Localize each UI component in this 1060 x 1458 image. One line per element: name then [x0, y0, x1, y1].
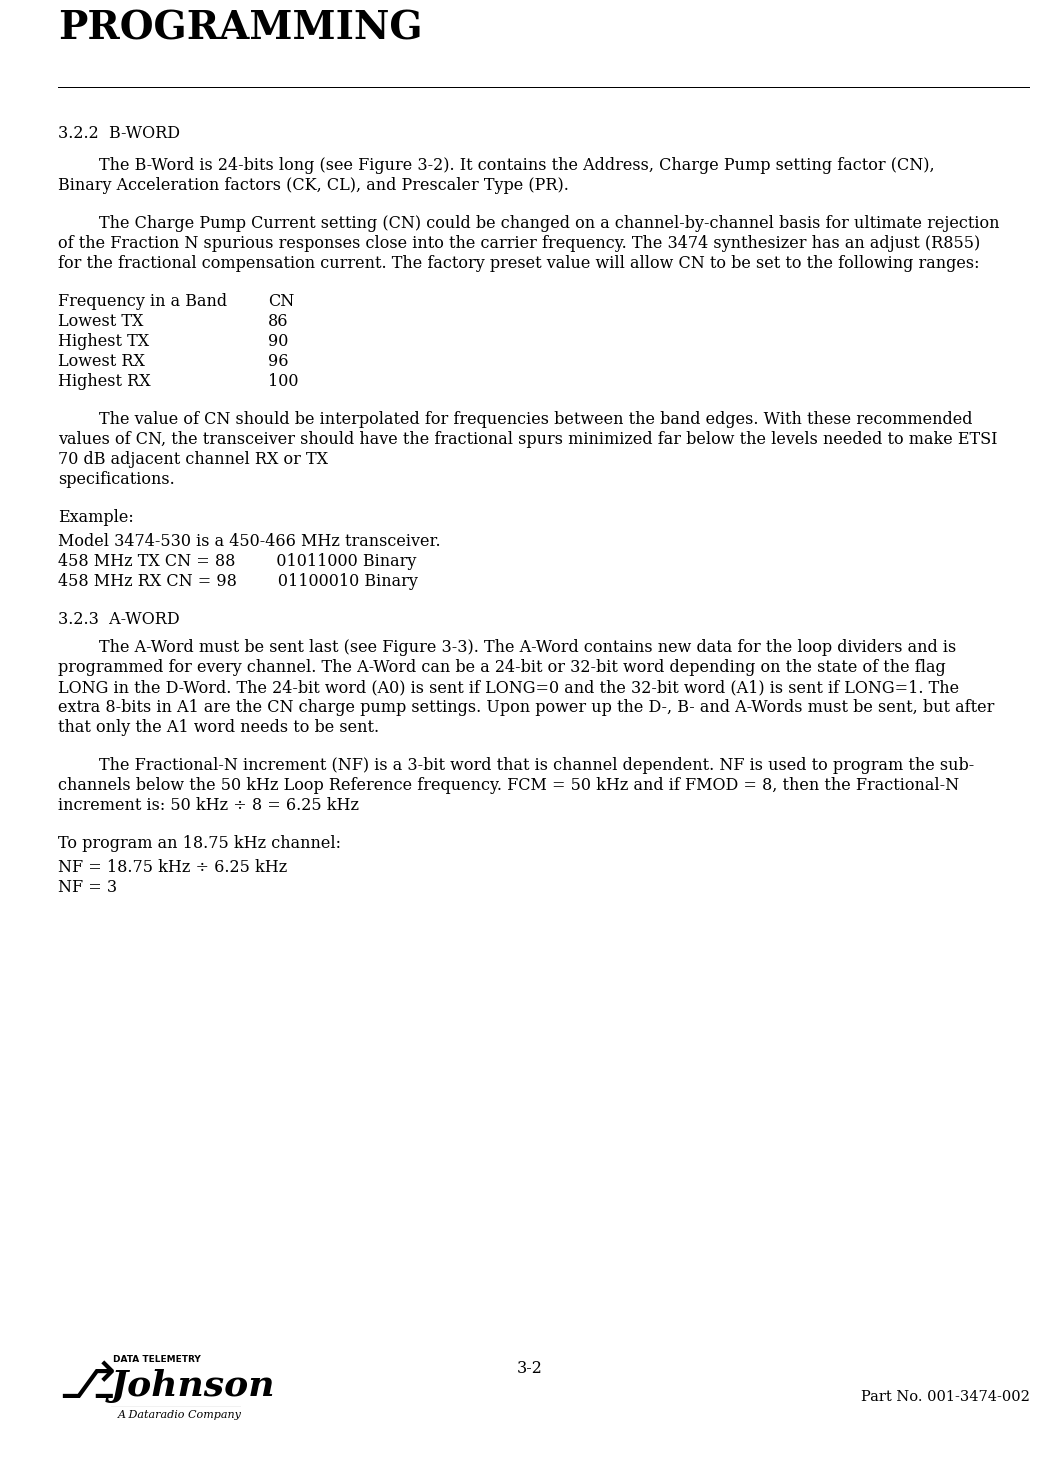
Text: that only the A1 word needs to be sent.: that only the A1 word needs to be sent.	[58, 719, 379, 736]
Text: 86: 86	[268, 313, 288, 330]
Text: of the Fraction N spurious responses close into the carrier frequency. The 3474 : of the Fraction N spurious responses clo…	[58, 235, 980, 252]
Text: Johnson: Johnson	[111, 1369, 276, 1403]
Text: Highest RX: Highest RX	[58, 373, 151, 389]
Text: Part No. 001-3474-002: Part No. 001-3474-002	[861, 1389, 1030, 1404]
Text: A Dataradio Company: A Dataradio Company	[118, 1410, 242, 1420]
Text: 100: 100	[268, 373, 299, 389]
Text: 458 MHz TX CN = 88        01011000 Binary: 458 MHz TX CN = 88 01011000 Binary	[58, 553, 417, 570]
Text: ⎇: ⎇	[58, 1360, 116, 1408]
Text: 70 dB adjacent channel RX or TX: 70 dB adjacent channel RX or TX	[58, 451, 328, 468]
Text: Highest TX: Highest TX	[58, 332, 149, 350]
Text: LONG in the D-Word. The 24-bit word (A0) is sent if LONG=0 and the 32-bit word (: LONG in the D-Word. The 24-bit word (A0)…	[58, 679, 959, 695]
Text: 96: 96	[268, 353, 288, 370]
Text: Lowest RX: Lowest RX	[58, 353, 145, 370]
Text: NF = 18.75 kHz ÷ 6.25 kHz: NF = 18.75 kHz ÷ 6.25 kHz	[58, 859, 287, 876]
Text: Binary Acceleration factors (CK, CL), and Prescaler Type (PR).: Binary Acceleration factors (CK, CL), an…	[58, 176, 569, 194]
Text: Frequency in a Band: Frequency in a Band	[58, 293, 227, 311]
Text: Example:: Example:	[58, 509, 134, 526]
Text: The B-Word is 24-bits long (see Figure 3-2). It contains the Address, Charge Pum: The B-Word is 24-bits long (see Figure 3…	[58, 157, 935, 174]
Text: The A-Word must be sent last (see Figure 3-3). The A-Word contains new data for : The A-Word must be sent last (see Figure…	[58, 639, 956, 656]
Text: 458 MHz RX CN = 98        01100010 Binary: 458 MHz RX CN = 98 01100010 Binary	[58, 573, 418, 590]
Text: 3-2: 3-2	[517, 1360, 543, 1376]
Text: values of CN, the transceiver should have the fractional spurs minimized far bel: values of CN, the transceiver should hav…	[58, 432, 997, 448]
Text: 3.2.2  B-WORD: 3.2.2 B-WORD	[58, 125, 180, 141]
Text: increment is: 50 kHz ÷ 8 = 6.25 kHz: increment is: 50 kHz ÷ 8 = 6.25 kHz	[58, 798, 359, 814]
Text: CN: CN	[268, 293, 295, 311]
Text: PROGRAMMING: PROGRAMMING	[58, 10, 423, 48]
Text: extra 8-bits in A1 are the CN charge pump settings. Upon power up the D-, B- and: extra 8-bits in A1 are the CN charge pum…	[58, 698, 994, 716]
Text: channels below the 50 kHz Loop Reference frequency. FCM = 50 kHz and if FMOD = 8: channels below the 50 kHz Loop Reference…	[58, 777, 959, 795]
Text: Lowest TX: Lowest TX	[58, 313, 143, 330]
Text: 90: 90	[268, 332, 288, 350]
Text: for the fractional compensation current. The factory preset value will allow CN : for the fractional compensation current.…	[58, 255, 979, 273]
Text: The value of CN should be interpolated for frequencies between the band edges. W: The value of CN should be interpolated f…	[58, 411, 972, 429]
Text: programmed for every channel. The A-Word can be a 24-bit or 32-bit word dependin: programmed for every channel. The A-Word…	[58, 659, 946, 677]
Text: The Charge Pump Current setting (CN) could be changed on a channel-by-channel ba: The Charge Pump Current setting (CN) cou…	[58, 214, 1000, 232]
Text: To program an 18.75 kHz channel:: To program an 18.75 kHz channel:	[58, 835, 341, 851]
Text: DATA TELEMETRY: DATA TELEMETRY	[113, 1354, 200, 1365]
Text: NF = 3: NF = 3	[58, 879, 117, 897]
Text: specifications.: specifications.	[58, 471, 175, 488]
Text: Model 3474-530 is a 450-466 MHz transceiver.: Model 3474-530 is a 450-466 MHz transcei…	[58, 534, 441, 550]
Text: The Fractional-N increment (NF) is a 3-bit word that is channel dependent. NF is: The Fractional-N increment (NF) is a 3-b…	[58, 757, 974, 774]
Text: 3.2.3  A-WORD: 3.2.3 A-WORD	[58, 611, 179, 628]
